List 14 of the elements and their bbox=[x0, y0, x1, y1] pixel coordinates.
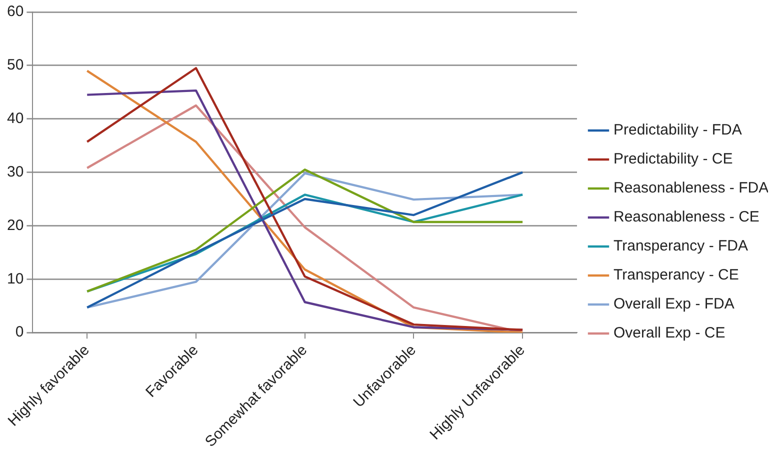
y-tick-label: 0 bbox=[15, 324, 24, 341]
y-tick-label: 20 bbox=[6, 216, 24, 234]
y-tick-label: 40 bbox=[6, 110, 24, 127]
y-tick-label: 50 bbox=[6, 56, 24, 74]
y-tick-label: 10 bbox=[6, 270, 24, 288]
y-tick-label: 60 bbox=[6, 3, 24, 20]
legend-label: Predictability - FDA bbox=[614, 122, 742, 139]
legend-label: Reasonableness - CE bbox=[614, 208, 760, 226]
legend-label: Overall Exp - FDA bbox=[614, 296, 734, 313]
y-tick-label: 30 bbox=[6, 163, 24, 180]
legend-label: Overall Exp - CE bbox=[614, 324, 726, 342]
legend-label: Transperancy - CE bbox=[614, 266, 739, 284]
legend-label: Transperancy - FDA bbox=[614, 238, 748, 255]
legend-label: Predictability - CE bbox=[614, 150, 733, 168]
